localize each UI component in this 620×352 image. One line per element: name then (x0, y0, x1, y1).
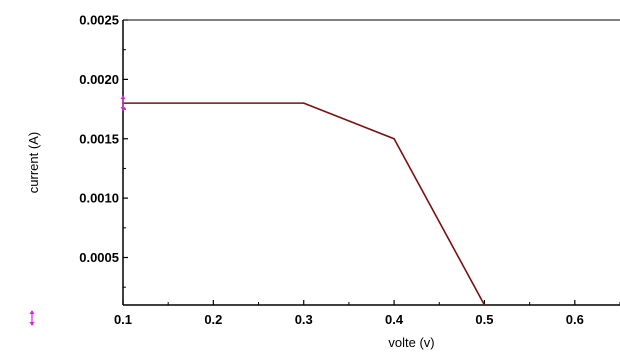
axes (122, 19, 620, 306)
x-tick-label: 0.3 (295, 312, 313, 327)
x-tick-label: 0.1 (114, 312, 132, 327)
y-tick-label: 0.0010 (79, 191, 119, 206)
y-axis-label: current (A) (26, 132, 41, 193)
x-tick-label: 0.6 (566, 312, 584, 327)
x-tick-label: 0.2 (204, 312, 222, 327)
y-tick-label: 0.0005 (79, 250, 119, 265)
y-tick-label: 0.0015 (79, 131, 119, 146)
series-line (123, 102, 486, 306)
data-point (483, 304, 486, 306)
y-tick-label: 0.0020 (79, 72, 119, 87)
x-tick-label: 0.5 (475, 312, 493, 327)
ticks: 0.1 0.2 0.3 0.4 0.5 0.6 0.0005 0.0010 0.0015 0.00… (79, 13, 620, 327)
error-bar-marker (120, 95, 126, 112)
y-tick-label: 0.0025 (79, 13, 119, 28)
x-axis-label: volte (v) (388, 335, 434, 350)
data-point (302, 102, 305, 104)
series-layer (122, 102, 486, 306)
data-point (393, 137, 395, 140)
marker-layer (29, 95, 126, 326)
legend-error-symbol (29, 310, 35, 326)
x-tick-label: 0.4 (385, 312, 404, 327)
